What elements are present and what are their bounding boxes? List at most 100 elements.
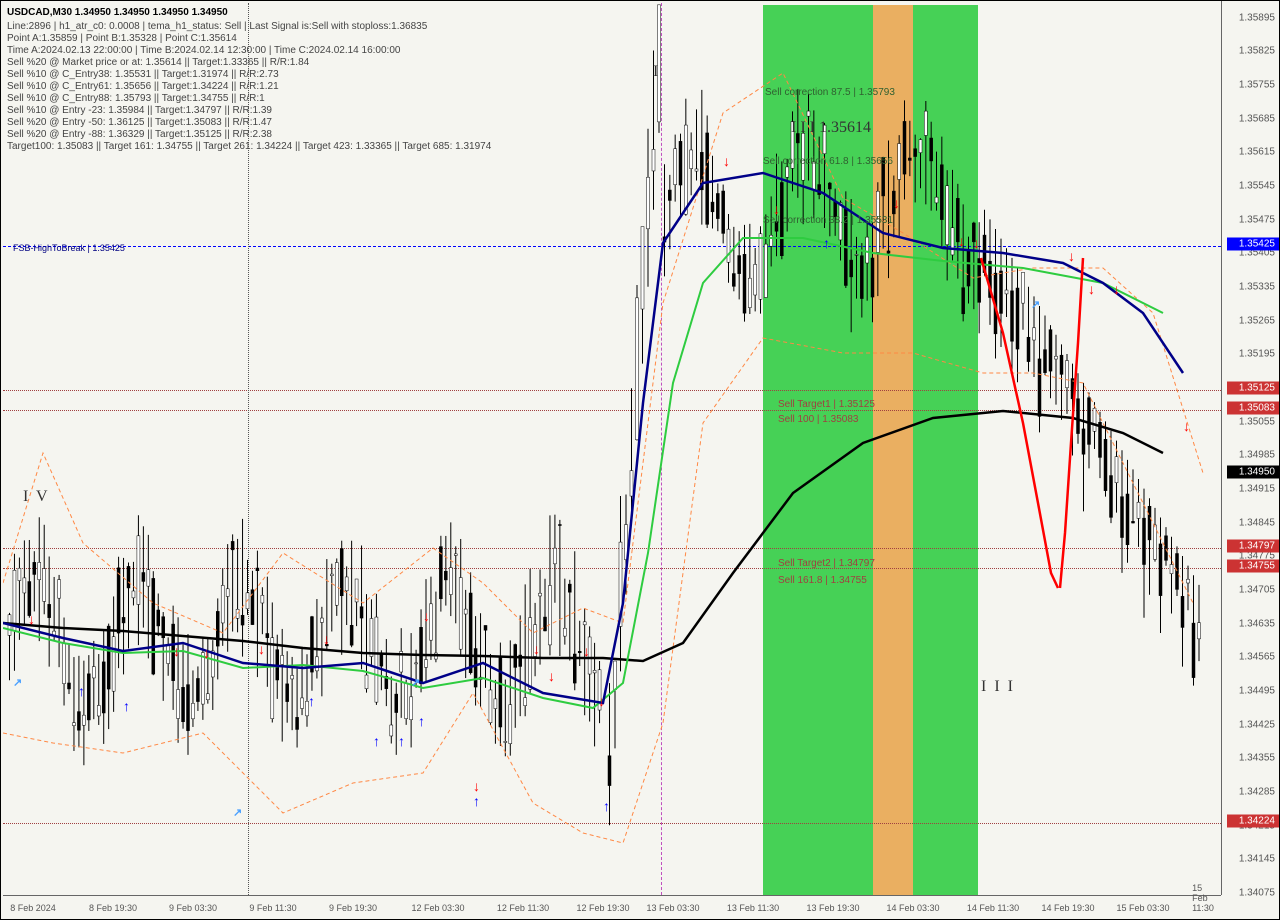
price-axis-label: 1.34075: [1239, 888, 1275, 899]
price-axis-label: 1.35475: [1239, 214, 1275, 225]
chart-annotation-label: Sell correction 61.8 | 1.35656: [763, 156, 893, 167]
price-tag: 1.34755: [1227, 560, 1279, 573]
signal-arrow: ↓: [723, 153, 730, 169]
price-axis-label: 1.35755: [1239, 80, 1275, 91]
time-axis-label: 15 Feb 11:30: [1192, 883, 1214, 913]
time-axis-label: 14 Feb 11:30: [967, 903, 1019, 913]
signal-arrow: ↑: [823, 235, 830, 251]
price-tag: 1.35083: [1227, 402, 1279, 415]
price-tag: 1.34224: [1227, 815, 1279, 828]
price-axis-label: 1.34985: [1239, 450, 1275, 461]
info-line: Point A:1.35859 | Point B:1.35328 | Poin…: [7, 33, 237, 44]
price-tag: 1.35425: [1227, 237, 1279, 250]
price-tag: 1.35125: [1227, 382, 1279, 395]
time-axis-label: 8 Feb 19:30: [89, 903, 137, 913]
signal-arrow: ↓: [28, 611, 35, 627]
time-axis-label: 8 Feb 2024: [10, 903, 56, 913]
signal-arrow: ↓: [973, 235, 980, 251]
signal-arrow: ↑: [398, 733, 405, 749]
signal-arrow: ↓: [548, 668, 555, 684]
price-axis-label: 1.35335: [1239, 282, 1275, 293]
signal-arrow: ↑: [418, 713, 425, 729]
chart-annotation-label: Sell correction 87.5 | 1.35793: [765, 87, 895, 98]
wave-label: I I I: [981, 678, 1015, 696]
time-axis-label: 14 Feb 03:30: [886, 903, 939, 913]
time-axis-label: 14 Feb 19:30: [1041, 903, 1094, 913]
wave-label: I V: [23, 488, 50, 506]
price-tag: 1.34950: [1227, 466, 1279, 479]
signal-arrow: ↑: [123, 698, 130, 714]
chart-title: USDCAD,M30 1.34950 1.34950 1.34950 1.349…: [7, 7, 228, 18]
price-axis-label: 1.34845: [1239, 517, 1275, 528]
chart-annotation-label: I I I 1.35614: [791, 119, 871, 137]
price-axis-label: 1.35615: [1239, 147, 1275, 158]
chart-annotation-label: Sell 161.8 | 1.34755: [778, 575, 867, 586]
signal-arrow: ↑: [473, 793, 480, 809]
price-axis-label: 1.35895: [1239, 12, 1275, 23]
price-tag: 1.34797: [1227, 539, 1279, 552]
signal-arrow: ↗: [233, 806, 242, 819]
price-axis-label: 1.34285: [1239, 787, 1275, 798]
info-line: Sell %10 @ Entry -23: 1.35984 || Target:…: [7, 105, 272, 116]
price-axis-label: 1.34145: [1239, 854, 1275, 865]
info-line: Sell %20 @ Entry -88: 1.36329 || Target:…: [7, 129, 272, 140]
info-line: Line:2896 | h1_atr_c0: 0.0008 | tema_h1_…: [7, 21, 427, 32]
signal-arrow: ↓: [473, 778, 480, 794]
price-axis-label: 1.34705: [1239, 585, 1275, 596]
signal-arrow: ↓: [1113, 281, 1120, 297]
price-axis-label: 1.35195: [1239, 349, 1275, 360]
chart-annotation-label: Sell correction 38.2 | 1.35531: [763, 215, 893, 226]
time-axis-label: 9 Feb 19:30: [329, 903, 377, 913]
price-axis-label: 1.35825: [1239, 46, 1275, 57]
price-axis: 1.35895 1.35825 1.35755 1.35685 1.35615 1.355…: [1221, 1, 1279, 895]
price-axis-label: 1.34635: [1239, 618, 1275, 629]
time-axis-label: 13 Feb 11:30: [727, 903, 779, 913]
signal-arrow: ↑: [603, 798, 610, 814]
time-axis-label: 9 Feb 03:30: [169, 903, 217, 913]
chart-plot-area[interactable]: ↓↓↓↓↓↓↓↓↓↓↓↓↓↓↓↓↓↓↓↓↑↑↑↑↑↑↑↑↑↗↗↗↗ Sell c…: [3, 3, 1221, 895]
chart-annotation-label: Sell Target2 | 1.34797: [778, 558, 875, 569]
time-axis-label: 9 Feb 11:30: [249, 903, 296, 913]
info-line: Sell %10 @ C_Entry88: 1.35793 || Target:…: [7, 93, 265, 104]
signal-arrow: ↑: [308, 693, 315, 709]
signal-arrow: ↓: [1183, 418, 1190, 434]
signal-arrow: ↓: [323, 631, 330, 647]
signal-arrow: ↑: [78, 683, 85, 699]
info-line: Time A:2024.02.13 22:00:00 | Time B:2024…: [7, 45, 400, 56]
chart-annotation-label: Sell Target1 | 1.35125: [778, 399, 875, 410]
signal-arrow: ↓: [958, 233, 965, 249]
chart-annotation-label: Sell 100 | 1.35083: [778, 414, 858, 425]
chart-container: M ↗ TZ TRADE ↓↓↓↓↓↓↓↓↓↓↓↓↓↓↓↓↓↓↓↓↑↑↑↑↑↑↑…: [0, 0, 1280, 920]
price-axis-label: 1.34425: [1239, 719, 1275, 730]
time-axis-label: 12 Feb 03:30: [411, 903, 464, 913]
time-axis-label: 13 Feb 03:30: [646, 903, 699, 913]
info-line: Sell %10 @ C_Entry61: 1.35656 || Target:…: [7, 81, 279, 92]
price-axis-label: 1.35265: [1239, 315, 1275, 326]
info-line: Target100: 1.35083 || Target 161: 1.3475…: [7, 141, 491, 152]
signal-arrow: ↓: [598, 693, 605, 709]
time-axis: 8 Feb 2024 8 Feb 19:30 9 Feb 03:30 9 Feb 11…: [3, 895, 1221, 917]
info-line: Sell %20 @ Market price or at: 1.35614 |…: [7, 57, 309, 68]
price-axis-label: 1.34495: [1239, 686, 1275, 697]
price-axis-label: 1.35685: [1239, 113, 1275, 124]
price-axis-label: 1.35545: [1239, 181, 1275, 192]
info-line: Sell %10 @ C_Entry38: 1.35531 || Target:…: [7, 69, 279, 80]
time-axis-label: 12 Feb 11:30: [497, 903, 549, 913]
signal-arrow: ↓: [533, 641, 540, 657]
signal-arrow: ↓: [1088, 281, 1095, 297]
signal-arrow: ↓: [893, 195, 900, 211]
time-axis-label: 13 Feb 19:30: [806, 903, 859, 913]
signal-arrow: ↗: [13, 676, 22, 689]
signal-arrow: ↓: [423, 608, 430, 624]
price-axis-label: 1.35055: [1239, 416, 1275, 427]
price-axis-label: 1.34355: [1239, 753, 1275, 764]
fsb-label: FSB-HighToBreak | 1.35425: [13, 243, 125, 253]
signal-arrow: ↓: [583, 643, 590, 659]
time-axis-label: 12 Feb 19:30: [576, 903, 629, 913]
price-axis-label: 1.34565: [1239, 652, 1275, 663]
signal-arrow: ↓: [1068, 248, 1075, 264]
signal-arrow: ↓: [173, 643, 180, 659]
wave-label: I: [653, 63, 660, 81]
signal-arrow: ↓: [203, 645, 210, 661]
signal-arrow: ↗: [1031, 298, 1040, 311]
